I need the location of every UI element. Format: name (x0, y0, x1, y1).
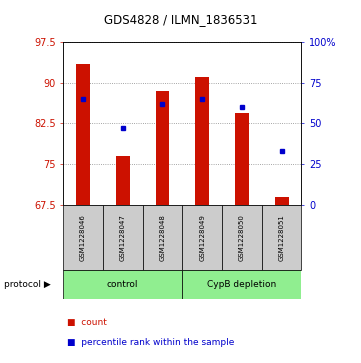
Text: GSM1228051: GSM1228051 (279, 214, 284, 261)
Bar (182, 270, 301, 299)
Bar (103, 205, 143, 270)
Bar (222, 205, 262, 270)
Text: GSM1228050: GSM1228050 (239, 214, 245, 261)
Bar (156, 91, 169, 205)
Bar (262, 205, 301, 270)
Text: GDS4828 / ILMN_1836531: GDS4828 / ILMN_1836531 (104, 13, 257, 26)
Bar (143, 205, 182, 270)
Text: GSM1228047: GSM1228047 (120, 214, 126, 261)
Bar (63, 205, 103, 270)
Bar (116, 156, 130, 205)
Text: GSM1228049: GSM1228049 (199, 214, 205, 261)
Bar (63, 270, 182, 299)
Text: protocol ▶: protocol ▶ (4, 281, 51, 289)
Bar (76, 64, 90, 205)
Text: control: control (107, 281, 139, 289)
Text: GSM1228046: GSM1228046 (80, 214, 86, 261)
Text: CypB depletion: CypB depletion (207, 281, 277, 289)
Text: GSM1228048: GSM1228048 (160, 214, 165, 261)
Bar (235, 113, 249, 205)
Text: ■  count: ■ count (67, 318, 106, 327)
Bar (195, 77, 209, 205)
Text: ■  percentile rank within the sample: ■ percentile rank within the sample (67, 338, 234, 347)
Bar (275, 197, 288, 205)
Bar (182, 205, 222, 270)
